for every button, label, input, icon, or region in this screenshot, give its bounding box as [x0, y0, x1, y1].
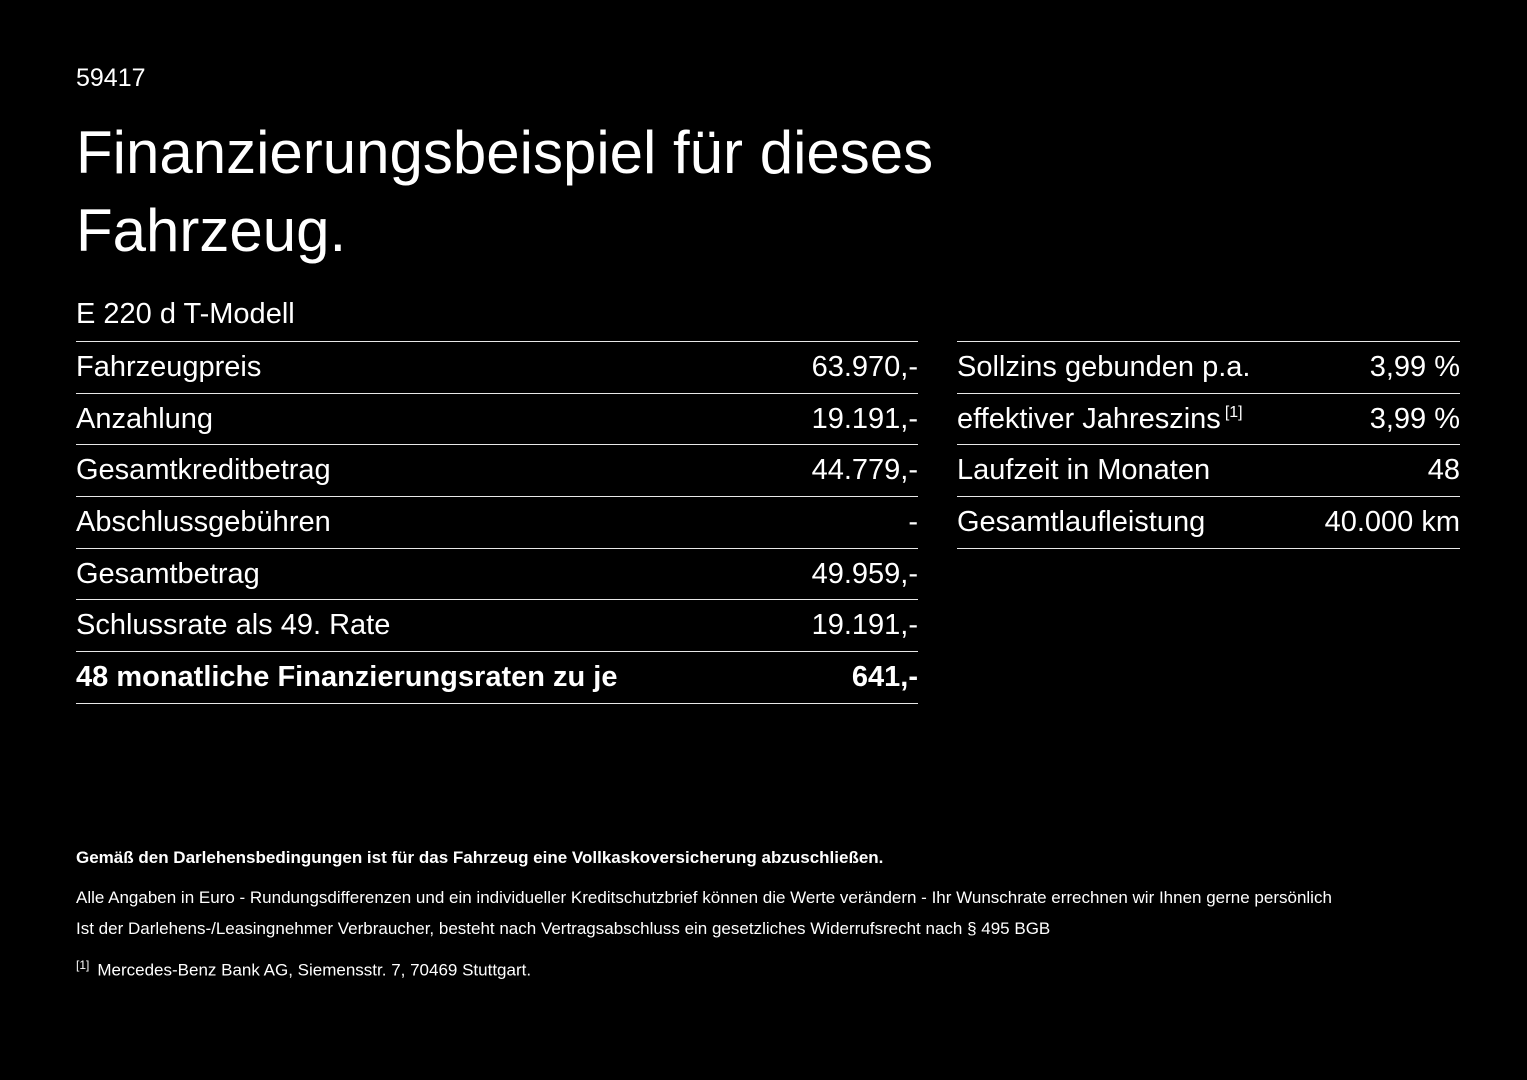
footnote-ref-marker: [1]: [76, 958, 90, 972]
row-label: Fahrzeugpreis: [76, 350, 262, 383]
row-value: 40.000 km: [1324, 505, 1460, 538]
row-label: effektiver Jahreszins [1]: [957, 402, 1243, 435]
footnote-ref-text: Mercedes-Benz Bank AG, Siemensstr. 7, 70…: [97, 960, 532, 980]
row-value: -: [908, 505, 918, 538]
table-row-effektiver-jahreszins: effektiver Jahreszins [1] 3,99 %: [957, 392, 1460, 445]
row-value: 49.959,-: [811, 557, 918, 590]
page-title-line2: Fahrzeug.: [76, 197, 347, 264]
row-value: 19.191,-: [811, 609, 918, 642]
table-row-monatsrate: 48 monatliche Finanzierungsraten zu je 6…: [76, 651, 918, 703]
table-row-schlussrate: Schlussrate als 49. Rate 19.191,-: [76, 599, 918, 651]
row-label: 48 monatliche Finanzierungsraten zu je: [76, 660, 618, 693]
table-row-gesamtkreditbetrag: Gesamtkreditbetrag 44.779,-: [76, 444, 918, 496]
row-label: Laufzeit in Monaten: [957, 454, 1211, 487]
footnote-bank-reference: [1] Mercedes-Benz Bank AG, Siemensstr. 7,…: [76, 958, 1456, 981]
table-row-gesamtlaufleistung: Gesamtlaufleistung 40.000 km: [957, 496, 1460, 548]
row-label: Schlussrate als 49. Rate: [76, 609, 391, 642]
row-value: 63.970,-: [811, 350, 918, 383]
footnotes: Gemäß den Darlehensbedingungen ist für d…: [76, 848, 1456, 981]
page-title: Finanzierungsbeispiel für dieses Fahrzeu…: [76, 114, 933, 270]
table-row-fahrzeugpreis: Fahrzeugpreis 63.970,-: [76, 341, 918, 393]
footnote-insurance: Gemäß den Darlehensbedingungen ist für d…: [76, 848, 884, 867]
row-value: 48: [1427, 454, 1460, 487]
financing-table-right: Sollzins gebunden p.a. 3,99 % effektiver…: [957, 341, 1460, 549]
table-row-gesamtbetrag: Gesamtbetrag 49.959,-: [76, 547, 918, 600]
row-label: Gesamtlaufleistung: [957, 505, 1206, 538]
row-label: Gesamtkreditbetrag: [76, 454, 331, 487]
row-value: 19.191,-: [811, 402, 918, 435]
financing-table-left: Fahrzeugpreis 63.970,- Anzahlung 19.191,…: [76, 341, 918, 704]
table-row-anzahlung: Anzahlung 19.191,-: [76, 392, 918, 445]
table-row-sollzins: Sollzins gebunden p.a. 3,99 %: [957, 341, 1460, 393]
footnote-marker: [1]: [1224, 403, 1243, 421]
footnote-widerruf-note: Ist der Darlehens-/Leasingnehmer Verbrau…: [76, 919, 1051, 938]
row-label: Gesamtbetrag: [76, 557, 260, 590]
row-value: 641,-: [851, 660, 918, 693]
footnote-euro-note: Alle Angaben in Euro - Rundungsdifferenz…: [76, 888, 1332, 907]
page-title-line1: Finanzierungsbeispiel für dieses: [76, 119, 934, 186]
table-row-laufzeit: Laufzeit in Monaten 48: [957, 444, 1460, 496]
row-label: Anzahlung: [76, 402, 214, 435]
row-value: 3,99 %: [1369, 402, 1460, 435]
row-value: 3,99 %: [1369, 350, 1460, 383]
vehicle-model: E 220 d T-Modell: [76, 298, 295, 330]
table-row-abschlussgebuehren: Abschlussgebühren -: [76, 496, 918, 548]
row-value: 44.779,-: [811, 454, 918, 487]
row-label: Sollzins gebunden p.a.: [957, 350, 1251, 383]
row-label: Abschlussgebühren: [76, 505, 331, 538]
document-id: 59417: [76, 64, 146, 92]
